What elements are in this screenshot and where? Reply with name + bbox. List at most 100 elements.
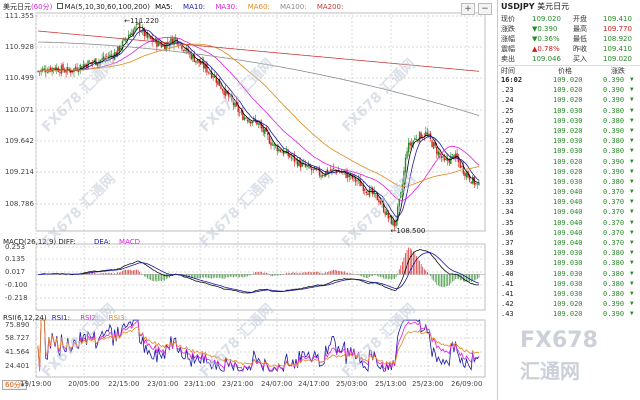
candle-body bbox=[204, 64, 207, 69]
candle-body bbox=[293, 154, 296, 162]
candle-body bbox=[400, 192, 402, 198]
tick-change: 0.380 bbox=[603, 259, 625, 268]
period-button[interactable]: 60分▾ bbox=[2, 380, 28, 390]
zoom-in-icon[interactable]: + bbox=[461, 3, 475, 15]
quote-value: 109.410 bbox=[603, 45, 632, 53]
candle-body bbox=[171, 38, 174, 45]
quote-value: ▼0.36% bbox=[532, 35, 560, 43]
ma10-label: MA10: bbox=[183, 3, 206, 11]
macd-label[interactable]: MACD(26,12,9) DIFF: bbox=[3, 238, 76, 246]
tick-change: 0.380 bbox=[603, 289, 625, 298]
candle-body bbox=[443, 157, 446, 161]
candle-body bbox=[226, 91, 228, 94]
candle-body bbox=[145, 32, 147, 36]
candle-body bbox=[290, 157, 293, 159]
tick-change: 0.370 bbox=[603, 228, 625, 237]
candle-body bbox=[282, 150, 285, 155]
candle-body bbox=[267, 132, 269, 136]
candle-body bbox=[74, 66, 77, 69]
candle-body bbox=[232, 101, 235, 106]
tick-change: 0.380 bbox=[603, 106, 625, 115]
tick-price: 109.040 bbox=[553, 198, 583, 207]
candle-body bbox=[279, 149, 282, 152]
candle-body bbox=[231, 96, 233, 101]
time-axis-label: 25/23:00 bbox=[412, 380, 444, 388]
tick-row: .38 109.030 0.380 ▼ bbox=[498, 248, 640, 258]
kline-chart-canvas[interactable]: ←111.220 ←108.500 bbox=[0, 0, 497, 400]
tick-time: .33 bbox=[501, 198, 514, 207]
candle-body bbox=[137, 23, 139, 25]
candle-body bbox=[121, 40, 124, 49]
ma5-line bbox=[37, 26, 480, 222]
kline-chart-panel[interactable]: ←111.220 ←108.500 美元日元(60分) MA(5,10,30,60… bbox=[0, 0, 497, 400]
candle-body bbox=[475, 183, 477, 185]
candle-body bbox=[276, 145, 278, 152]
tick-time: .37 bbox=[501, 239, 514, 247]
candle-body bbox=[296, 159, 299, 167]
tick-price: 109.030 bbox=[553, 177, 583, 186]
candle-body bbox=[49, 67, 52, 72]
tick-time: .35 bbox=[501, 218, 514, 227]
tick-price: 109.030 bbox=[553, 106, 583, 115]
candle-body bbox=[362, 185, 364, 191]
quote-title: USDJPY 美元日元 bbox=[498, 0, 640, 14]
candle-body bbox=[46, 72, 49, 74]
candle-body bbox=[390, 215, 393, 225]
candle-body bbox=[425, 131, 427, 136]
candle-body bbox=[398, 198, 400, 207]
candle-body bbox=[246, 119, 249, 122]
quote-value: 109.020 bbox=[603, 55, 632, 63]
rsi2-line bbox=[37, 319, 480, 372]
ma10-line bbox=[37, 29, 480, 218]
candle-body bbox=[43, 68, 45, 71]
candle-body bbox=[423, 135, 425, 137]
candle-body bbox=[188, 53, 191, 55]
quote-value: ▼0.390 bbox=[532, 25, 558, 33]
quote-value: ▲0.78% bbox=[532, 45, 560, 53]
tick-time: .41 bbox=[501, 289, 514, 298]
candle-body bbox=[281, 151, 283, 153]
tick-row: .36 109.040 0.370 ▼ bbox=[498, 228, 640, 238]
candle-body bbox=[256, 120, 258, 125]
tick-header-price: 价格 bbox=[558, 67, 572, 75]
rsi-axis-label: 58.727 bbox=[5, 334, 30, 342]
quote-row: 震幅 ▲0.78% 昨收 109.410 bbox=[498, 44, 640, 54]
zoom-out-icon[interactable]: − bbox=[478, 3, 492, 15]
ma-label[interactable]: MA(5,10,30,60,100,200) bbox=[64, 3, 150, 11]
down-arrow-icon: ▼ bbox=[630, 228, 634, 236]
rsi-axis-label: 24.401 bbox=[5, 362, 30, 370]
candle-body bbox=[275, 145, 277, 146]
candle-body bbox=[223, 90, 225, 96]
period-button-label: 60分 bbox=[5, 381, 21, 389]
candle-body bbox=[45, 69, 47, 73]
candle-body bbox=[218, 78, 221, 86]
time-axis-label: 24/17:00 bbox=[298, 380, 330, 388]
rsi-pane-frame bbox=[35, 319, 486, 378]
candle-body bbox=[386, 211, 388, 215]
candle-body bbox=[434, 141, 436, 146]
chevron-down-icon: ▾ bbox=[20, 381, 25, 389]
ma-settings-icon[interactable] bbox=[56, 3, 63, 9]
tick-change: 0.390 bbox=[603, 86, 625, 95]
tick-row: 16:02 109.020 0.390 ▼ bbox=[498, 75, 640, 85]
candle-body bbox=[154, 38, 156, 43]
tick-list[interactable]: 16:02 109.020 0.390 ▼ .23 109.020 0.390 ▼ .24 109… bbox=[498, 75, 640, 320]
tick-price: 109.040 bbox=[553, 188, 583, 197]
quote-label: 买入 bbox=[573, 55, 587, 63]
candle-body bbox=[132, 29, 135, 36]
candle-body bbox=[140, 31, 142, 33]
rsi-label[interactable]: RSI(6,12,24) bbox=[3, 314, 47, 322]
candle-body bbox=[102, 56, 105, 60]
candle-body bbox=[404, 157, 407, 173]
tick-change: 0.370 bbox=[603, 208, 625, 217]
tick-change: 0.370 bbox=[603, 188, 625, 197]
tick-time: 16:02 bbox=[501, 76, 523, 84]
tick-price: 109.030 bbox=[553, 269, 583, 278]
down-arrow-icon: ▼ bbox=[630, 157, 634, 165]
candle-body bbox=[81, 66, 83, 69]
price-axis-label: 110.071 bbox=[5, 106, 34, 114]
tick-time: .29 bbox=[501, 157, 514, 166]
down-arrow-icon: ▼ bbox=[630, 76, 634, 83]
tick-change: 0.390 bbox=[603, 300, 625, 309]
candle-body bbox=[371, 187, 374, 195]
